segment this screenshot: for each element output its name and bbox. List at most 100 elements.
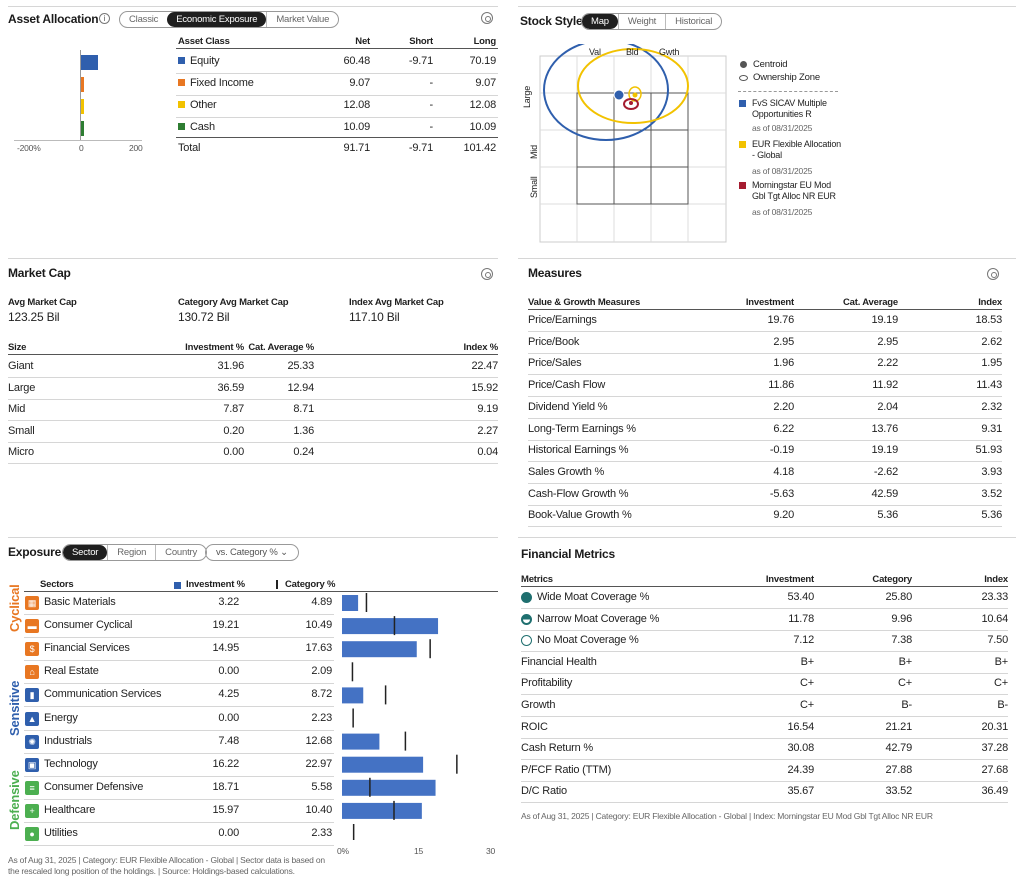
col-index: Index	[984, 574, 1008, 585]
investment-value: 9.20	[773, 509, 794, 522]
metric-label: Financial Health	[521, 655, 597, 668]
category-legend-marker	[276, 580, 278, 589]
investment-value: -5.63	[769, 487, 794, 500]
tab-sector[interactable]: Sector	[63, 545, 108, 560]
compare-select[interactable]: vs. Category % ⌄	[205, 544, 299, 561]
investment-value: 15.97	[212, 803, 239, 816]
col-index: Index %	[463, 342, 499, 353]
allocation-bar	[81, 121, 84, 136]
row-divider	[521, 716, 1008, 717]
net-value: 9.07	[349, 77, 370, 89]
investment-bar	[342, 756, 424, 773]
divider	[518, 537, 1016, 538]
divider	[24, 591, 498, 592]
cat-average-value: 8.71	[293, 403, 314, 415]
category-marker	[404, 731, 407, 751]
axis-label-max: 30	[486, 846, 496, 856]
asset-class-label: Equity	[178, 55, 220, 67]
index-value: 7.50	[987, 634, 1008, 647]
row-divider	[24, 729, 334, 731]
index-value: 9.19	[477, 403, 498, 415]
consumer-cyclical-icon: ▬	[25, 619, 39, 634]
investment-value: C+	[800, 677, 814, 690]
sector-name: Consumer Defensive	[44, 780, 144, 793]
investment-value: 24.39	[787, 763, 814, 776]
cat-average-value: 2.95	[877, 335, 898, 348]
tab-classic[interactable]: Classic	[129, 14, 159, 25]
total-long: 101.42	[463, 142, 497, 154]
fund-legend-swatch	[739, 100, 746, 107]
asset-class-name: Other	[190, 99, 217, 111]
measure-label: Long-Term Earnings %	[528, 422, 636, 435]
size-label: Mid	[8, 403, 26, 415]
settings-icon[interactable]	[987, 268, 999, 280]
row-divider	[528, 396, 1002, 398]
row-divider	[24, 683, 334, 685]
category-marker	[369, 777, 371, 797]
metric-label: Cash Return %	[521, 742, 593, 755]
category-value: 27.88	[885, 763, 912, 776]
category-value: 12.68	[305, 734, 332, 747]
basic-materials-icon: ▦	[25, 596, 39, 610]
tab-region[interactable]: Region	[107, 545, 155, 560]
category-marker	[352, 708, 354, 728]
category-marker	[384, 685, 387, 705]
index-value: 27.68	[981, 763, 1008, 776]
category-value: 8.72	[311, 688, 332, 701]
size-label: Large	[8, 381, 36, 394]
total-short: -9.71	[408, 142, 433, 154]
investment-value: 4.18	[773, 465, 794, 478]
info-icon[interactable]: i	[99, 13, 110, 24]
exposure-footnote: As of Aug 31, 2025 | Category: EUR Flexi…	[8, 855, 325, 876]
wide-moat-icon	[521, 592, 532, 603]
index-value: 23.33	[981, 591, 1008, 603]
settings-icon[interactable]	[481, 268, 493, 280]
category-value: B+	[898, 655, 913, 668]
col-asset-class: Asset Class	[178, 36, 230, 47]
size-label: Small	[8, 424, 35, 437]
legend-centroid: Centroid	[753, 59, 788, 70]
category-value: 22.97	[305, 757, 332, 770]
category-marker	[429, 639, 431, 659]
col-category: Category	[872, 574, 912, 585]
fund-legend-date: as of 08/31/2025	[752, 207, 813, 217]
asset-class-swatch	[178, 123, 185, 130]
index-value: 20.31	[981, 720, 1008, 733]
fund-legend-swatch	[739, 141, 746, 148]
col-investment: Investment	[745, 297, 794, 308]
tab-map[interactable]: Map	[582, 14, 618, 29]
tab-weight[interactable]: Weight	[617, 14, 665, 29]
row-divider	[24, 775, 334, 777]
category-ownership-zone	[577, 48, 689, 124]
investment-value: 2.20	[773, 400, 794, 413]
divider	[518, 6, 1016, 7]
investment-value: 18.71	[212, 780, 239, 793]
row-label-large: Large	[522, 85, 532, 108]
sector-name: Communication Services	[44, 688, 162, 701]
fund-legend-date: as of 08/31/2025	[752, 166, 813, 176]
narrow-moat-icon	[521, 613, 532, 625]
asset-class-name: Fixed Income	[190, 77, 254, 89]
tab-economic-exposure[interactable]: Economic Exposure	[167, 12, 267, 27]
settings-icon[interactable]	[481, 12, 493, 24]
divider	[176, 137, 498, 138]
sector-name: Healthcare	[44, 803, 96, 816]
tab-country[interactable]: Country	[155, 545, 206, 560]
axis-line	[14, 140, 142, 141]
category-value: C+	[898, 677, 912, 690]
col-cat-average: Cat. Average %	[248, 342, 314, 353]
measure-label: Price/Sales	[528, 357, 582, 370]
category-value: 9.96	[891, 612, 912, 625]
legend-divider	[738, 91, 838, 92]
row-divider	[521, 737, 1008, 739]
investment-value: 6.22	[773, 422, 794, 435]
col-label-bld: Bld	[626, 47, 639, 57]
short-value: -9.71	[408, 55, 433, 67]
row-divider	[8, 377, 498, 378]
asset-class-swatch	[178, 101, 185, 108]
tab-historical[interactable]: Historical	[665, 14, 721, 29]
stock-style-tabs: Map Weight Historical	[581, 13, 723, 30]
tab-market-value[interactable]: Market Value	[266, 12, 338, 27]
measure-label: Sales Growth %	[528, 465, 605, 478]
divider	[528, 309, 1002, 310]
